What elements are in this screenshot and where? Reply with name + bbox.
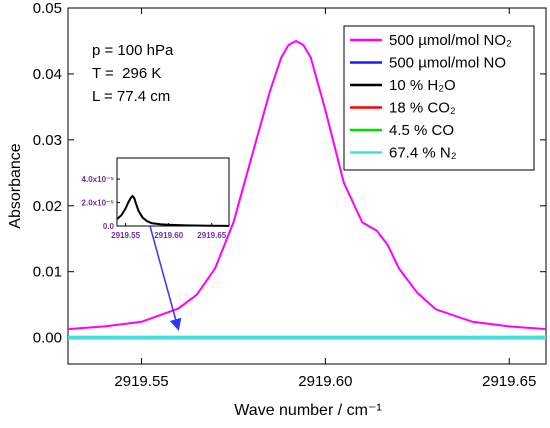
y-tick-label: 0.02 (33, 198, 62, 215)
inset-x-tick-label: 2919.65 (197, 231, 226, 240)
x-tick-label: 2919.65 (482, 373, 536, 390)
x-axis-label: Wave number / cm⁻¹ (234, 402, 381, 419)
y-tick-label: 0.00 (33, 330, 62, 347)
inset-x-tick-label: 2919.55 (111, 231, 140, 240)
plot-frame (67, 7, 547, 365)
inset-pointer-arrow (149, 225, 182, 331)
series-layer (67, 39, 547, 340)
inset-plot: 0.0 2.0x10⁻⁵ 4.0x10⁻⁵ 2919.55 2919.60 2919.65 (82, 157, 230, 240)
legend: 500 µmol/mol NO₂ 500 µmol/mol NO 10 % H₂O 1… (343, 25, 535, 171)
pathlength-annotation: L = 77.4 cm (92, 88, 170, 105)
x-tick-label: 2919.60 (298, 373, 352, 390)
inset-x-tick-label: 2919.60 (154, 231, 183, 240)
y-axis-ticks: 0.00 0.01 0.02 0.03 0.04 0.05 (33, 0, 546, 347)
conditions-annotation: p = 100 hPa T = 296 K L = 77.4 cm (92, 42, 174, 105)
y-axis-label: Absorbance (7, 143, 24, 228)
y-tick-label: 0.05 (33, 0, 62, 17)
y-tick-label: 0.03 (33, 132, 62, 149)
series-line-0 (67, 39, 547, 331)
inset-y-tick-label: 0.0 (103, 222, 115, 231)
legend-label: 18 % CO₂ (389, 100, 456, 117)
x-axis-ticks: 2919.55 2919.60 2919.65 (114, 8, 536, 390)
x-tick-label: 2919.55 (114, 373, 168, 390)
inset-y-tick-label: 2.0x10⁻⁵ (82, 199, 115, 208)
legend-label: 4.5 % CO (389, 122, 454, 139)
inset-y-tick-label: 4.0x10⁻⁵ (82, 175, 115, 184)
inset-h2o-curve (116, 194, 230, 227)
inset-frame (116, 157, 230, 227)
pressure-annotation: p = 100 hPa (92, 42, 174, 59)
legend-box (343, 25, 535, 171)
y-tick-label: 0.01 (33, 264, 62, 281)
temperature-annotation: T = 296 K (92, 65, 161, 82)
legend-label: 500 µmol/mol NO₂ (389, 32, 512, 49)
legend-label: 10 % H₂O (389, 77, 456, 94)
legend-label: 67.4 % N₂ (389, 145, 457, 162)
y-tick-label: 0.04 (33, 66, 62, 83)
legend-label: 500 µmol/mol NO (389, 55, 506, 72)
